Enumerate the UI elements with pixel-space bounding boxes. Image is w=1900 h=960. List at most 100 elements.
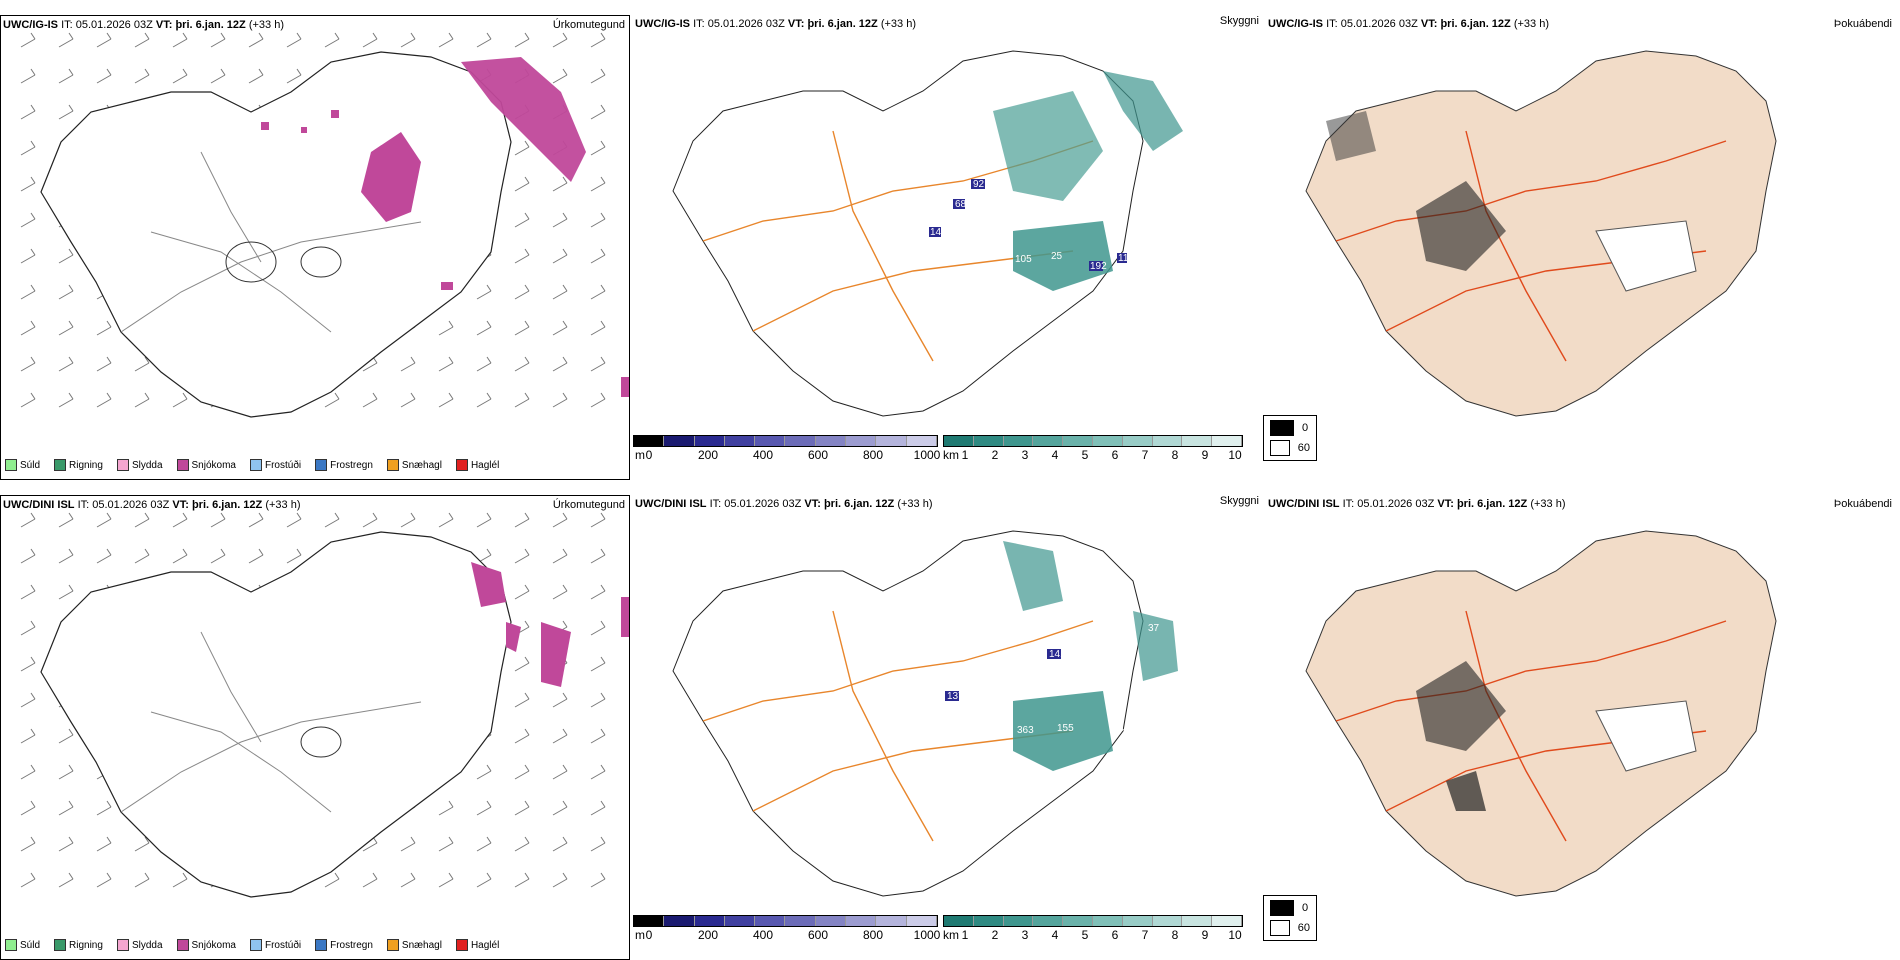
wind-barb-tick xyxy=(258,512,264,520)
wind-barb-tick xyxy=(30,140,36,148)
wind-barb xyxy=(590,362,606,372)
colorbar-cell xyxy=(1152,916,1183,926)
colorbar-cell xyxy=(1122,436,1153,446)
wind-barb xyxy=(476,518,492,528)
panel-header: UWC/IG-IS IT: 05.01.2026 03Z VT: þri. 6.… xyxy=(1268,18,1549,30)
wind-barb xyxy=(552,38,568,48)
precip-type-legend: Súld Rigning Slydda Snjókoma Frostúði Fr… xyxy=(5,935,507,955)
vt-label: VT: xyxy=(155,19,173,31)
panel-header: UWC/DINI ISL IT: 05.01.2026 03Z VT: þri.… xyxy=(635,498,933,510)
colorbar-cell xyxy=(1182,436,1213,446)
legend-item: Rigning xyxy=(54,939,103,951)
wind-barb-tick xyxy=(30,284,36,292)
wind-barb xyxy=(590,182,606,192)
colorbar-cell xyxy=(846,436,877,446)
wind-barb xyxy=(20,362,36,372)
wind-barb xyxy=(286,554,302,564)
wind-barb-tick xyxy=(524,512,530,520)
wind-barb-tick xyxy=(68,836,74,844)
visibility-panel-top: UWC/IG-IS IT: 05.01.2026 03Z VT: þri. 6.… xyxy=(633,15,1263,480)
wind-barb xyxy=(286,518,302,528)
wind-barb xyxy=(476,362,492,372)
wind-barb xyxy=(476,806,492,816)
colorbar-cell xyxy=(846,916,877,926)
legend-item: Súld xyxy=(5,939,40,951)
wind-barb-tick xyxy=(30,356,36,364)
fog-legend: 0 60 xyxy=(1263,895,1317,941)
wind-barb xyxy=(438,878,454,888)
wind-barb-tick xyxy=(68,104,74,112)
wind-barb-tick xyxy=(30,584,36,592)
wind-barb xyxy=(96,842,112,852)
it-value: 05.01.2026 03Z xyxy=(75,19,153,31)
wind-barb-tick xyxy=(410,512,416,520)
wind-barb xyxy=(552,590,568,600)
wind-barb xyxy=(476,290,492,300)
wind-barb-tick xyxy=(30,392,36,400)
fog-indicator-panel-top: UWC/IG-IS IT: 05.01.2026 03Z VT: þri. 6.… xyxy=(1263,15,1896,480)
wind-barb-tick xyxy=(106,512,112,520)
wind-barb xyxy=(286,38,302,48)
wind-barb xyxy=(58,254,74,264)
wind-barb-tick xyxy=(30,728,36,736)
wind-barb xyxy=(96,326,112,336)
wind-barb xyxy=(552,698,568,708)
wind-barb xyxy=(400,38,416,48)
wind-barb xyxy=(362,362,378,372)
wind-barb xyxy=(248,554,264,564)
wind-barb-tick xyxy=(410,32,416,40)
panel-title: Úrkomutegund xyxy=(552,19,625,31)
wind-barb-tick xyxy=(600,800,606,808)
panel-title: Úrkomutegund xyxy=(552,499,625,511)
wind-barb-tick xyxy=(448,800,454,808)
wind-barb-tick xyxy=(144,548,150,556)
wind-barb xyxy=(210,554,226,564)
wind-barb xyxy=(438,326,454,336)
wind-barb-tick xyxy=(524,728,530,736)
wind-barb-tick xyxy=(524,584,530,592)
wind-barb xyxy=(96,518,112,528)
wind-barb-tick xyxy=(486,32,492,40)
wind-barb-tick xyxy=(600,584,606,592)
wind-barb xyxy=(438,518,454,528)
wind-barb-tick xyxy=(524,320,530,328)
wind-barb xyxy=(20,662,36,672)
wind-barb-tick xyxy=(30,104,36,112)
wind-barb-tick xyxy=(182,872,188,880)
wind-barb-tick xyxy=(486,392,492,400)
wind-barb xyxy=(324,38,340,48)
wind-barb xyxy=(58,518,74,528)
wind-barb-tick xyxy=(600,728,606,736)
wind-barb-tick xyxy=(30,176,36,184)
wind-barb xyxy=(400,362,416,372)
wind-barb-tick xyxy=(68,800,74,808)
wind-barb xyxy=(514,554,530,564)
wind-barb xyxy=(590,698,606,708)
fog-indicator-panel-bottom: UWC/DINI ISL IT: 05.01.2026 03Z VT: þri.… xyxy=(1263,495,1896,960)
wind-barb xyxy=(134,398,150,408)
wind-barb xyxy=(552,770,568,780)
wind-barb xyxy=(476,398,492,408)
wind-barb-tick xyxy=(600,140,606,148)
wind-barb xyxy=(20,38,36,48)
wind-barb-tick xyxy=(220,548,226,556)
wind-barb-tick xyxy=(30,656,36,664)
wind-barb xyxy=(20,254,36,264)
wind-barb xyxy=(552,182,568,192)
wind-barb xyxy=(590,770,606,780)
wind-barb-tick xyxy=(562,728,568,736)
wind-barb-tick xyxy=(106,32,112,40)
wind-barb xyxy=(172,518,188,528)
elevation-label: 25 xyxy=(1051,251,1063,262)
wind-barb xyxy=(58,38,74,48)
wind-barb-tick xyxy=(182,548,188,556)
colorbar-cell xyxy=(785,916,816,926)
wind-barb-tick xyxy=(448,836,454,844)
colorbar-cell xyxy=(973,916,1004,926)
wind-barb xyxy=(590,518,606,528)
colorbar-cell xyxy=(906,436,937,446)
wind-barb xyxy=(590,398,606,408)
wind-barb xyxy=(20,590,36,600)
wind-barb-tick xyxy=(486,356,492,364)
wind-barb xyxy=(590,842,606,852)
